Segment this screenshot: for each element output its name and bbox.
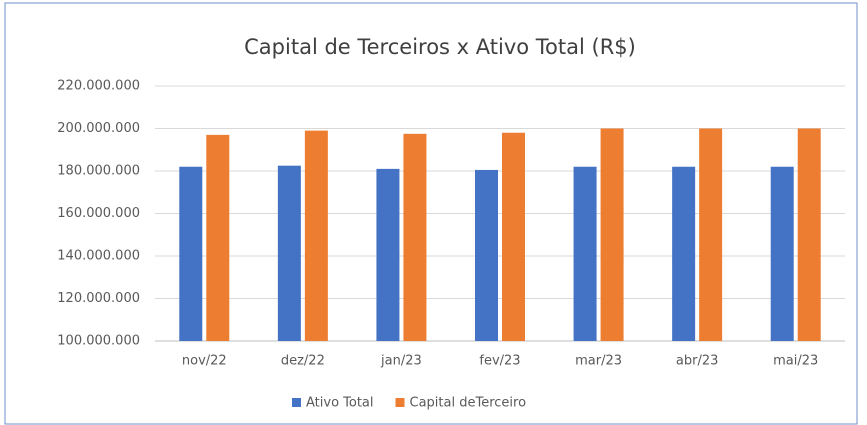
x-tick-label: fev/23 — [479, 354, 520, 369]
y-tick-label: 100.000.000 — [57, 334, 140, 349]
legend-label: Ativo Total — [306, 396, 374, 411]
bar — [573, 166, 597, 341]
legend-label: Capital deTerceiro — [410, 396, 527, 411]
bar — [206, 134, 230, 341]
y-tick-label: 140.000.000 — [57, 249, 140, 264]
x-tick-label: abr/23 — [676, 354, 719, 369]
y-tick-label: 160.000.000 — [57, 206, 140, 221]
y-tick-label: 200.000.000 — [57, 121, 140, 136]
y-tick-label: 120.000.000 — [57, 291, 140, 306]
x-tick-label: jan/23 — [380, 354, 422, 369]
x-tick-label: nov/22 — [182, 354, 227, 369]
chart-title: Capital de Terceiros x Ativo Total (R$) — [244, 35, 636, 59]
bar — [376, 168, 400, 341]
bar — [699, 128, 723, 341]
x-tick-label: mar/23 — [575, 354, 622, 369]
bar — [475, 169, 498, 341]
bar — [502, 132, 525, 341]
bar — [403, 133, 427, 341]
bar — [304, 130, 328, 341]
y-tick-label: 180.000.000 — [57, 164, 140, 179]
bar — [797, 128, 821, 341]
legend-swatch — [395, 398, 405, 407]
x-tick-label: mai/23 — [773, 354, 818, 369]
bar — [672, 166, 696, 341]
bar — [600, 128, 624, 341]
legend-swatch — [292, 398, 301, 407]
x-tick-label: dez/22 — [281, 354, 325, 369]
bar — [770, 166, 794, 341]
y-tick-label: 220.000.000 — [57, 79, 140, 94]
bar — [179, 166, 203, 341]
bar — [277, 165, 301, 341]
